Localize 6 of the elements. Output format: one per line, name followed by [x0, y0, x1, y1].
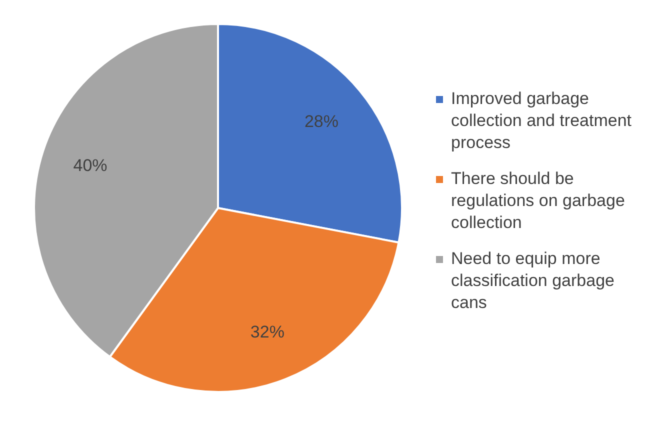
- data-label: 40%: [73, 156, 108, 176]
- data-label: 28%: [304, 112, 339, 132]
- data-label: 32%: [250, 322, 284, 342]
- legend-label: Improved garbage collection and treatment process: [451, 88, 632, 154]
- legend-label: Need to equip more classification garbage cans: [451, 248, 616, 314]
- legend-label: There should be regulations on garbage collection: [451, 168, 626, 234]
